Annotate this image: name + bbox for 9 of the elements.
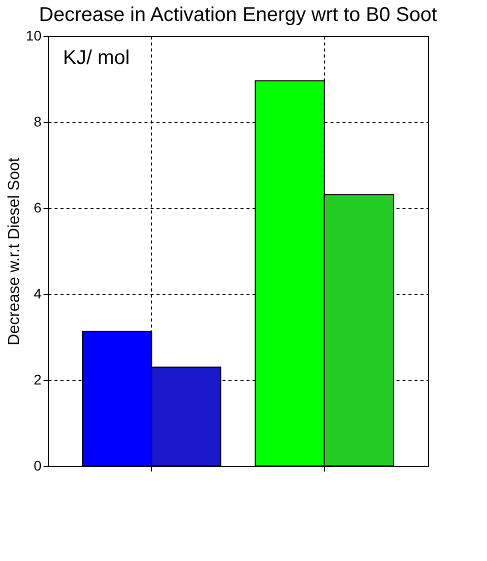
y-tick-label: 10	[26, 28, 42, 44]
chart-title: Decrease in Activation Energy wrt to B0 Soot	[39, 4, 438, 26]
y-tick-label: 8	[34, 114, 42, 130]
y-tick-label: 0	[34, 458, 42, 474]
annotation: KJ/ mol	[63, 47, 130, 69]
y-tick-label: 6	[34, 200, 42, 216]
y-axis-title: Decrease w.r.t Diesel Soot	[6, 157, 23, 346]
y-tick-label: 4	[34, 286, 42, 302]
y-tick-label: 2	[34, 372, 42, 388]
